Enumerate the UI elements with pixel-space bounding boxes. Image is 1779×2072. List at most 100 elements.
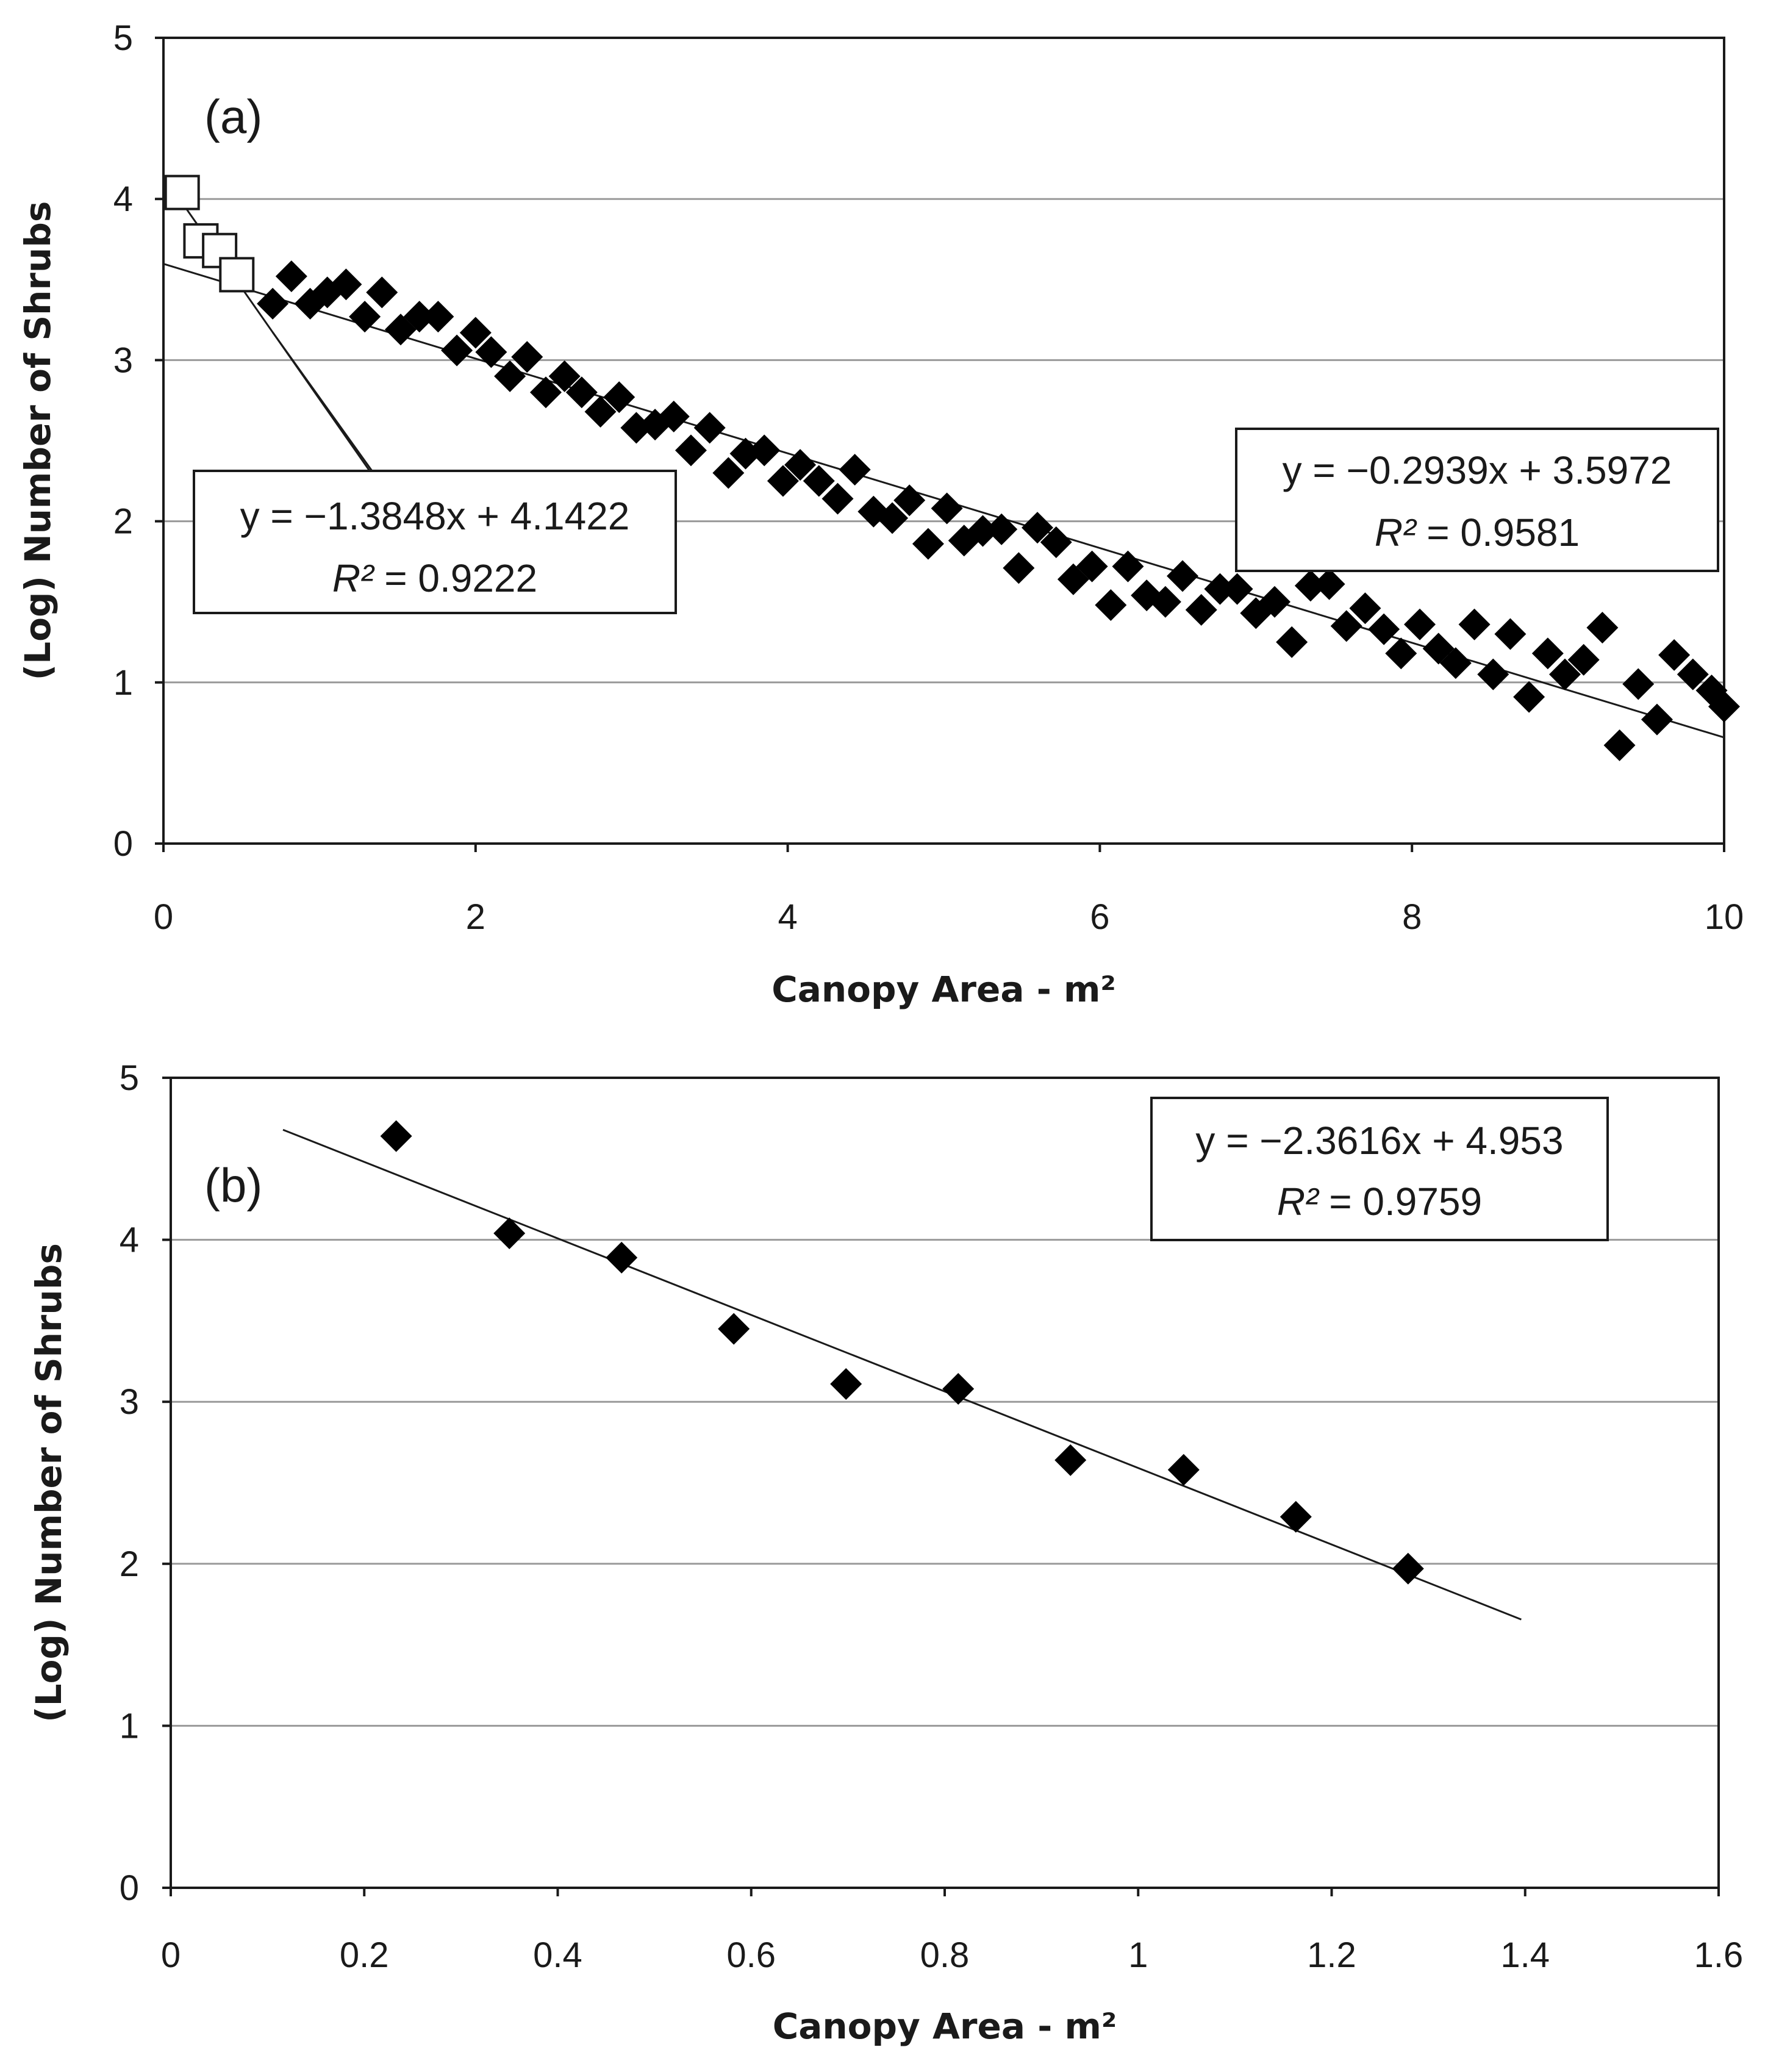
x-tick-label: 0 xyxy=(154,897,173,937)
data-point-diamond xyxy=(1677,658,1709,690)
data-point-diamond xyxy=(986,513,1018,545)
data-point-diamond xyxy=(565,376,598,409)
x-tick-label: 0 xyxy=(161,1935,181,1975)
data-point-diamond xyxy=(403,301,435,333)
y-tick-label: 2 xyxy=(120,1544,139,1584)
data-point-diamond xyxy=(493,1217,526,1249)
y-tick-label: 0 xyxy=(113,824,133,864)
data-point-diamond xyxy=(803,465,835,497)
data-point-diamond xyxy=(1477,658,1509,690)
x-tick-label: 0.4 xyxy=(533,1935,582,1975)
data-point-diamond xyxy=(1221,573,1253,605)
x-tick-label: 4 xyxy=(778,897,797,937)
data-point-diamond xyxy=(1458,608,1491,640)
data-point-diamond xyxy=(1708,690,1740,723)
equation-box xyxy=(1235,428,1719,572)
y-tick-label: 1 xyxy=(113,663,133,703)
panel-label: (a) xyxy=(204,90,262,143)
data-point-diamond xyxy=(839,454,871,486)
x-tick-label: 0.8 xyxy=(920,1935,970,1975)
data-point-diamond xyxy=(1439,647,1472,679)
data-point-diamond xyxy=(275,260,307,293)
data-point-diamond xyxy=(1567,643,1600,676)
r-squared-value: = 0.9222 xyxy=(373,556,537,600)
data-point-diamond xyxy=(422,301,454,333)
y-axis-title: (Log) Number of Shrubs xyxy=(17,201,59,681)
data-point-diamond xyxy=(1531,637,1564,670)
data-point-diamond xyxy=(1095,589,1127,621)
x-tick-label: 0.2 xyxy=(340,1935,389,1975)
equation-text: y = −0.2939x + 3.5972 xyxy=(1283,448,1672,492)
data-point-diamond xyxy=(603,381,635,414)
y-tick-label: 2 xyxy=(113,502,133,542)
x-tick-label: 6 xyxy=(1090,897,1109,937)
data-point-diamond xyxy=(1385,637,1417,670)
y-tick-label: 4 xyxy=(113,179,133,219)
data-point-diamond xyxy=(1641,703,1673,736)
data-point-square xyxy=(219,257,255,293)
data-point-diamond xyxy=(1313,568,1345,600)
equation-text: y = −1.3848x + 4.1422 xyxy=(240,494,630,538)
y-tick-label: 3 xyxy=(113,340,133,380)
data-point-diamond xyxy=(1622,668,1655,700)
data-point-diamond xyxy=(330,268,362,301)
data-point-diamond xyxy=(441,334,473,367)
x-tick-label: 1.2 xyxy=(1307,1935,1356,1975)
data-point-diamond xyxy=(1167,560,1199,592)
data-point-diamond xyxy=(1349,592,1381,625)
data-point-diamond xyxy=(876,502,909,534)
data-point-diamond xyxy=(1368,613,1400,645)
r-squared-text: R² = 0.9759 xyxy=(1277,1180,1482,1224)
data-point-diamond xyxy=(1259,586,1291,618)
x-tick-label: 2 xyxy=(466,897,485,937)
data-point-diamond xyxy=(675,434,707,467)
data-point-diamond xyxy=(1330,610,1362,642)
data-point-diamond xyxy=(511,341,543,373)
data-point-diamond xyxy=(1149,586,1181,618)
data-point-diamond xyxy=(931,492,963,525)
data-point-diamond xyxy=(1603,729,1636,761)
data-point-diamond xyxy=(784,449,817,481)
data-point-diamond xyxy=(657,400,690,432)
data-point-diamond xyxy=(1494,618,1527,650)
data-point-diamond xyxy=(366,276,398,309)
y-tick-label: 5 xyxy=(113,18,133,58)
y-tick-label: 4 xyxy=(120,1221,139,1260)
data-point-diamond xyxy=(912,528,944,560)
equation-text: y = −2.3616x + 4.953 xyxy=(1195,1119,1563,1163)
data-point-diamond xyxy=(1054,1444,1087,1476)
data-point-diamond xyxy=(712,457,745,489)
data-point-diamond xyxy=(349,301,381,333)
data-point-diamond xyxy=(830,1368,862,1400)
panel-label: (b) xyxy=(204,1158,262,1212)
x-tick-label: 0.6 xyxy=(726,1935,776,1975)
data-point-diamond xyxy=(893,484,926,517)
data-point-square xyxy=(164,174,200,210)
x-tick-label: 1.6 xyxy=(1694,1935,1744,1975)
data-point-diamond xyxy=(1658,639,1691,671)
x-tick-label: 8 xyxy=(1402,897,1422,937)
r-squared-value: = 0.9759 xyxy=(1318,1180,1482,1224)
data-point-diamond xyxy=(257,287,289,320)
y-axis-title: (Log) Number of Shrubs xyxy=(28,1243,70,1722)
equation-box xyxy=(1150,1097,1609,1241)
data-point-diamond xyxy=(1403,608,1436,640)
x-tick-label: 1.4 xyxy=(1500,1935,1550,1975)
data-point-diamond xyxy=(459,317,492,349)
data-point-diamond xyxy=(1294,570,1326,602)
equation-box xyxy=(193,470,677,614)
r-squared-label: R² xyxy=(1375,511,1417,554)
x-axis-title: Canopy Area - m² xyxy=(773,2006,1117,2047)
r-squared-text: R² = 0.9581 xyxy=(1375,511,1580,554)
data-point-diamond xyxy=(584,395,617,428)
data-point-diamond xyxy=(606,1241,638,1274)
data-point-diamond xyxy=(494,360,526,392)
data-point-diamond xyxy=(1040,526,1072,558)
x-tick-label: 1 xyxy=(1128,1935,1148,1975)
data-point-diamond xyxy=(967,515,999,547)
data-point-diamond xyxy=(1204,573,1236,605)
data-point-diamond xyxy=(1076,550,1108,583)
data-point-diamond xyxy=(1548,658,1581,690)
y-tick-label: 1 xyxy=(120,1706,139,1746)
